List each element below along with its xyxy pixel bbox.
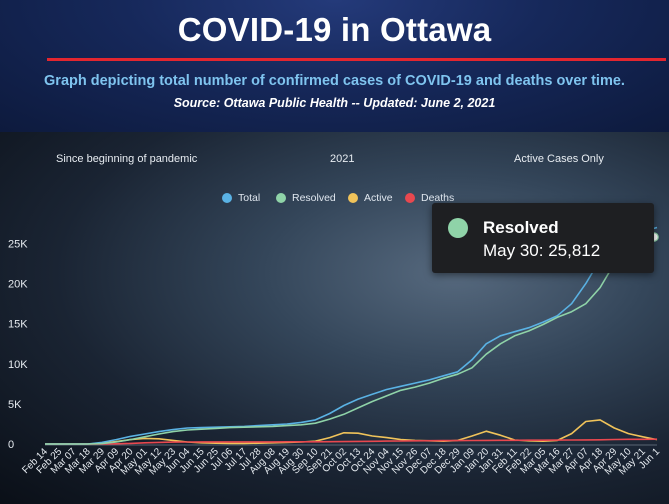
tooltip-value: May 30: 25,812 — [483, 241, 601, 260]
y-tick-label: 10K — [8, 359, 28, 371]
legend-item-active[interactable]: Active — [348, 192, 393, 204]
tooltip-series-dot — [448, 218, 468, 238]
y-tick-label: 15K — [8, 319, 28, 331]
legend-total-dot — [222, 193, 232, 203]
series-line-total — [45, 226, 658, 445]
tab-2021[interactable]: 2021 — [330, 153, 355, 165]
source-line: Source: Ottawa Public Health -- Updated:… — [173, 96, 496, 110]
y-tick-label: 20K — [8, 279, 28, 291]
legend-item-deaths[interactable]: Deaths — [405, 192, 454, 204]
title-underline — [47, 58, 666, 61]
legend-deaths-label: Deaths — [421, 192, 455, 204]
series-line-resolved — [45, 236, 658, 445]
y-tick-label: 25K — [8, 239, 28, 251]
legend-resolved-label: Resolved — [292, 192, 336, 204]
tooltip: Resolved May 30: 25,812 — [432, 203, 654, 273]
page-title: COVID-19 in Ottawa — [177, 11, 492, 48]
series-line-deaths — [45, 438, 658, 445]
header-banner: COVID-19 in Ottawa Graph depicting total… — [0, 0, 669, 132]
chart-legend: Total Resolved Active Deaths — [0, 192, 669, 206]
legend-item-total[interactable]: Total — [222, 192, 260, 204]
legend-active-label: Active — [364, 192, 393, 204]
legend-total-label: Total — [238, 192, 261, 204]
tab-active-cases-only[interactable]: Active Cases Only — [514, 153, 604, 165]
tab-since-beginning[interactable]: Since beginning of pandemic — [56, 153, 198, 165]
y-tick-label: 5K — [8, 399, 22, 411]
y-axis: 0 5K 10K 15K 20K 25K — [8, 239, 28, 451]
page-subtitle: Graph depicting total number of confirme… — [44, 73, 625, 89]
series-lines — [45, 226, 658, 445]
legend-active-dot — [348, 193, 358, 203]
tooltip-series-name: Resolved — [483, 218, 559, 237]
legend-resolved-dot — [276, 193, 286, 203]
legend-deaths-dot — [405, 193, 415, 203]
legend-item-resolved[interactable]: Resolved — [276, 192, 336, 204]
y-tick-label: 0 — [8, 439, 14, 451]
